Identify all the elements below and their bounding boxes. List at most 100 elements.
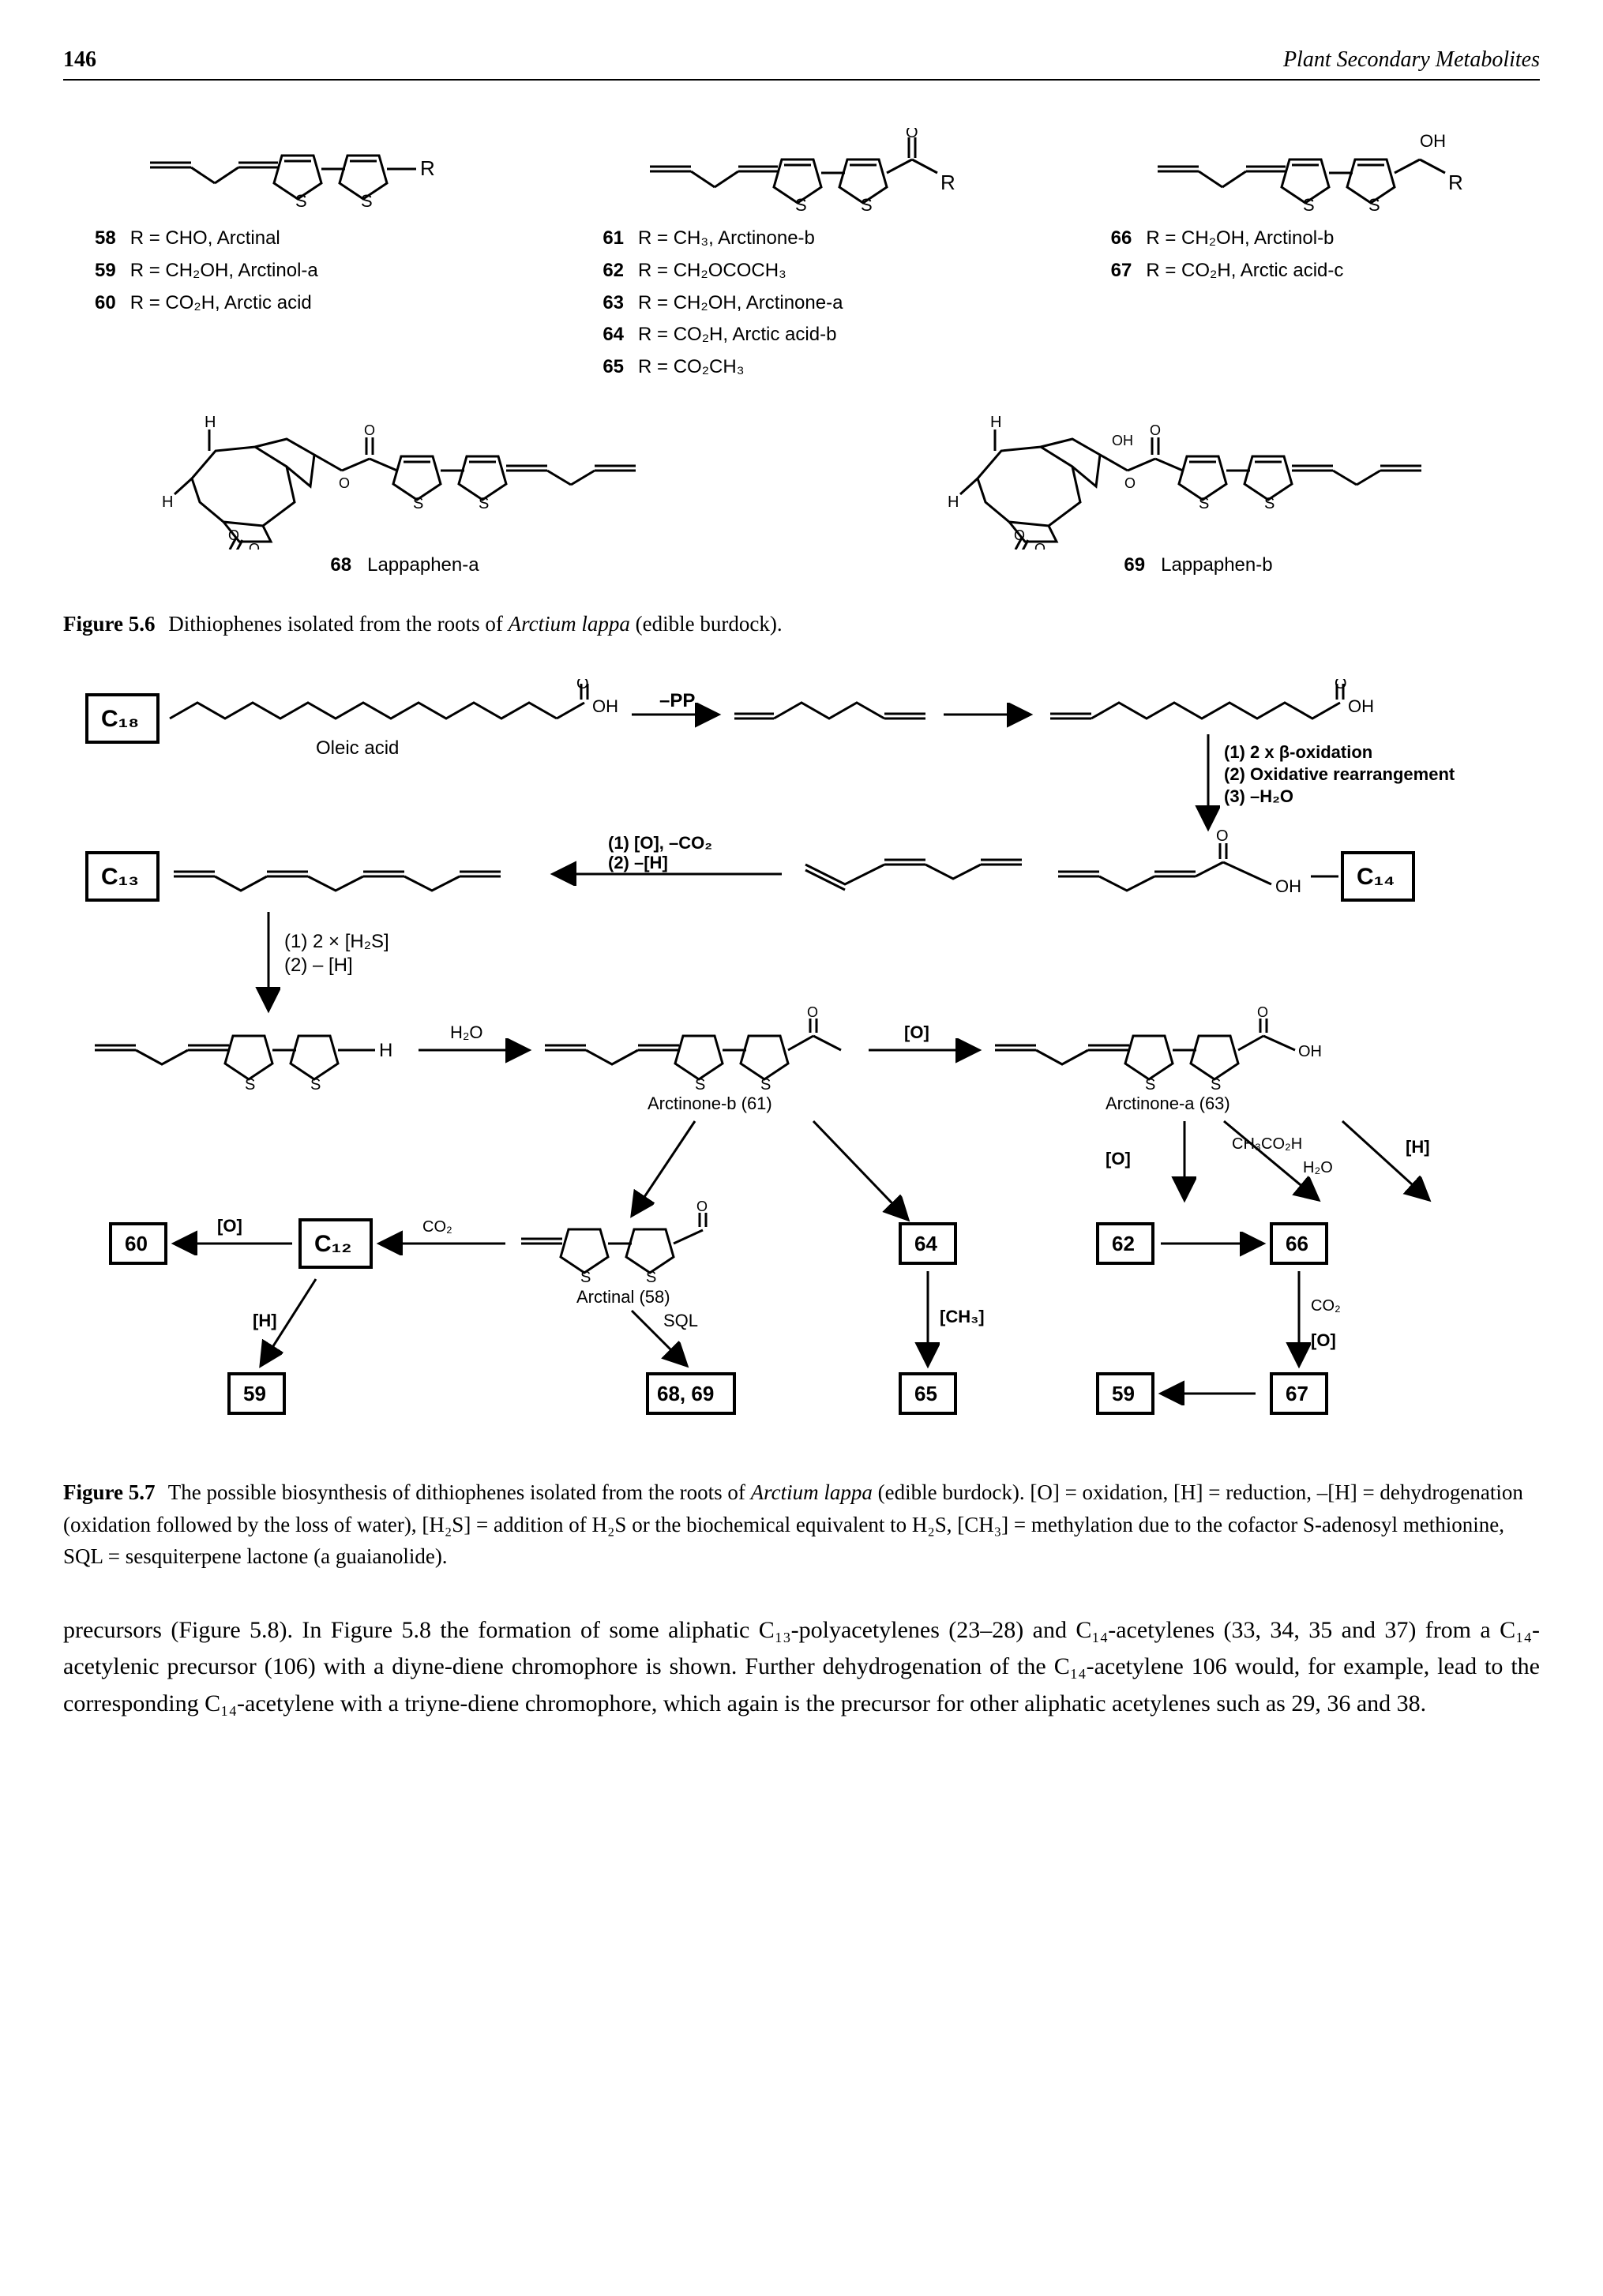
svg-text:[H]: [H] bbox=[1406, 1137, 1430, 1157]
svg-text:65: 65 bbox=[914, 1382, 937, 1405]
structure-svg-1: S S R bbox=[63, 120, 524, 223]
compound-67: 67R = CO₂H, Arctic acid-c bbox=[1111, 255, 1540, 287]
svg-text:S: S bbox=[1211, 1076, 1221, 1094]
page-number: 146 bbox=[63, 47, 96, 73]
svg-text:[O]: [O] bbox=[904, 1022, 929, 1042]
svg-text:S: S bbox=[1368, 195, 1380, 215]
svg-text:C₁₈: C₁₈ bbox=[101, 706, 139, 732]
compound-61: 61R = CH₃, Arctinone-b bbox=[603, 223, 1031, 255]
figure-5-6-caption: Figure 5.6 Dithiophenes isolated from th… bbox=[63, 608, 1540, 640]
svg-text:SQL: SQL bbox=[663, 1311, 698, 1330]
svg-text:C₁₃: C₁₃ bbox=[101, 864, 139, 890]
svg-text:68, 69: 68, 69 bbox=[657, 1382, 714, 1405]
svg-text:S: S bbox=[695, 1076, 705, 1094]
svg-text:O: O bbox=[1216, 827, 1229, 845]
lappaphen-row: H H O O O O S bbox=[63, 407, 1540, 576]
svg-text:S: S bbox=[646, 1269, 656, 1286]
svg-text:–PP: –PP bbox=[659, 690, 695, 711]
structure-svg-3: S S OH R bbox=[1079, 120, 1540, 223]
svg-text:62: 62 bbox=[1112, 1232, 1135, 1255]
svg-text:O: O bbox=[1335, 679, 1347, 692]
svg-text:S: S bbox=[1303, 195, 1315, 215]
compound-60: 60R = CO₂H, Arctic acid bbox=[95, 287, 524, 320]
compound-66: 66R = CH₂OH, Arctinol-b bbox=[1111, 223, 1540, 255]
svg-text:R: R bbox=[1448, 171, 1463, 194]
svg-text:O: O bbox=[339, 475, 350, 491]
svg-text:59: 59 bbox=[1112, 1382, 1135, 1405]
svg-text:H: H bbox=[205, 414, 216, 431]
svg-text:R: R bbox=[420, 156, 435, 180]
svg-text:[O]: [O] bbox=[1311, 1330, 1336, 1350]
svg-text:O: O bbox=[1124, 475, 1136, 491]
svg-text:O: O bbox=[807, 1004, 818, 1020]
svg-text:(2) Oxidative rearrangement: (2) Oxidative rearrangement bbox=[1224, 764, 1455, 784]
lappaphen-a-svg: H H O O O O S bbox=[63, 407, 746, 550]
svg-text:(2) –[H]: (2) –[H] bbox=[608, 853, 668, 872]
svg-text:60: 60 bbox=[125, 1232, 148, 1255]
figure-5-7-caption: Figure 5.7 The possible biosynthesis of … bbox=[63, 1476, 1540, 1573]
compound-list-3: 66R = CH₂OH, Arctinol-b 67R = CO₂H, Arct… bbox=[1079, 223, 1540, 287]
compound-64: 64R = CO₂H, Arctic acid-b bbox=[603, 319, 1031, 351]
svg-text:59: 59 bbox=[243, 1382, 266, 1405]
svg-text:S: S bbox=[413, 495, 423, 512]
structure-block-1: S S R 58R = CHO, Arctinal 59R = CH₂OH, A… bbox=[63, 120, 524, 384]
svg-text:S: S bbox=[361, 191, 373, 211]
compound-63: 63R = CH₂OH, Arctinone-a bbox=[603, 287, 1031, 320]
oleic-label: Oleic acid bbox=[316, 737, 399, 759]
body-paragraph: precursors (Figure 5.8). In Figure 5.8 t… bbox=[63, 1612, 1540, 1723]
svg-text:O: O bbox=[696, 1199, 708, 1214]
svg-text:O: O bbox=[576, 679, 589, 692]
svg-text:OH: OH bbox=[1348, 696, 1374, 716]
svg-text:R: R bbox=[940, 171, 955, 194]
svg-text:OH: OH bbox=[1112, 433, 1133, 448]
svg-text:H: H bbox=[948, 493, 959, 511]
structure-block-2: S S O R 61R = CH₃, Arctinone-b 62R = CH₂… bbox=[571, 120, 1031, 384]
svg-text:64: 64 bbox=[914, 1232, 937, 1255]
svg-text:H: H bbox=[379, 1040, 392, 1061]
svg-text:CO₂: CO₂ bbox=[422, 1218, 452, 1236]
fig57-pathway: C₁₈ OH O Oleic acid –PP bbox=[63, 679, 1540, 1453]
svg-text:O: O bbox=[1014, 527, 1025, 543]
svg-text:H₂O: H₂O bbox=[450, 1022, 483, 1042]
compound-62: 62R = CH₂OCOCH₃ bbox=[603, 255, 1031, 287]
compound-list-1: 58R = CHO, Arctinal 59R = CH₂OH, Arctino… bbox=[63, 223, 524, 319]
svg-text:S: S bbox=[795, 195, 807, 215]
svg-text:(3) –H₂O: (3) –H₂O bbox=[1224, 786, 1293, 806]
page-header: 146 Plant Secondary Metabolites bbox=[63, 47, 1540, 81]
lappaphen-b-svg: H H O O OH O O S S bbox=[857, 407, 1540, 550]
lappaphen-b-block: H H O O OH O O S S bbox=[857, 407, 1540, 576]
structure-block-3: S S OH R 66R = CH₂OH, Arctinol-b 67R = C… bbox=[1079, 120, 1540, 384]
svg-text:S: S bbox=[310, 1076, 321, 1094]
running-title: Plant Secondary Metabolites bbox=[1283, 47, 1540, 73]
svg-text:66: 66 bbox=[1286, 1232, 1308, 1255]
fig56-structures-row: S S R 58R = CHO, Arctinal 59R = CH₂OH, A… bbox=[63, 120, 1540, 384]
svg-text:O: O bbox=[1257, 1004, 1268, 1020]
svg-text:H: H bbox=[162, 493, 173, 511]
svg-text:(1) 2 × [H₂S]: (1) 2 × [H₂S] bbox=[284, 931, 389, 952]
svg-text:[H]: [H] bbox=[253, 1311, 277, 1330]
compound-list-2: 61R = CH₃, Arctinone-b 62R = CH₂OCOCH₃ 6… bbox=[571, 223, 1031, 384]
svg-text:H₂O: H₂O bbox=[1303, 1159, 1333, 1176]
svg-text:OH: OH bbox=[1420, 131, 1446, 151]
svg-text:OH: OH bbox=[592, 696, 618, 716]
svg-text:OH: OH bbox=[1275, 876, 1301, 896]
svg-text:67: 67 bbox=[1286, 1382, 1308, 1405]
svg-text:OH: OH bbox=[1298, 1043, 1322, 1060]
svg-text:Arctinone-b (61): Arctinone-b (61) bbox=[648, 1094, 772, 1113]
svg-text:S: S bbox=[760, 1076, 771, 1094]
structure-svg-2: S S O R bbox=[571, 120, 1031, 223]
lappaphen-b-caption: 69Lappaphen-b bbox=[857, 554, 1540, 576]
svg-text:O: O bbox=[228, 527, 239, 543]
svg-text:(1) 2 x β-oxidation: (1) 2 x β-oxidation bbox=[1224, 742, 1372, 762]
compound-59: 59R = CH₂OH, Arctinol-a bbox=[95, 255, 524, 287]
svg-text:C₁₂: C₁₂ bbox=[314, 1231, 351, 1257]
svg-text:O: O bbox=[1150, 422, 1161, 438]
svg-text:(2) – [H]: (2) – [H] bbox=[284, 955, 353, 976]
svg-text:H: H bbox=[990, 414, 1001, 431]
lappaphen-a-block: H H O O O O S bbox=[63, 407, 746, 576]
svg-text:O: O bbox=[364, 422, 375, 438]
svg-text:C₁₄: C₁₄ bbox=[1357, 864, 1395, 890]
svg-text:[CH₃]: [CH₃] bbox=[940, 1307, 985, 1326]
svg-text:O: O bbox=[249, 541, 260, 550]
svg-text:S: S bbox=[295, 191, 307, 211]
